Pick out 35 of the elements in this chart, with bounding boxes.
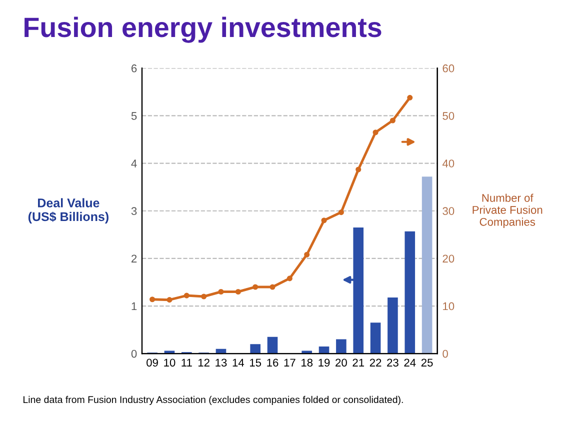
y2-tick-label: 60 bbox=[442, 64, 454, 72]
x-tick-label: 22 bbox=[370, 358, 382, 366]
y-tick-label: 1 bbox=[132, 302, 137, 310]
x-tick-label: 15 bbox=[250, 358, 262, 367]
x-tick-label: 25 bbox=[421, 358, 433, 367]
x-tick-label: 12 bbox=[198, 358, 210, 366]
x-tick-label: 20 bbox=[336, 358, 347, 367]
x-tick-label: 09 bbox=[146, 358, 158, 367]
y-tick-label: 6 bbox=[132, 64, 137, 72]
x-tick-label: 17 bbox=[284, 358, 296, 366]
y2-tick-label: 20 bbox=[442, 254, 454, 263]
x-tick-label: 21 bbox=[352, 358, 364, 366]
y2-tick-label: 50 bbox=[442, 112, 454, 120]
y2-tick-label: 30 bbox=[442, 207, 454, 216]
y-tick-label: 4 bbox=[131, 160, 137, 168]
x-tick-label: 19 bbox=[318, 358, 330, 367]
x-tick-label: 23 bbox=[387, 358, 398, 367]
x-tick-label: 24 bbox=[404, 358, 416, 366]
x-tick-label: 13 bbox=[216, 358, 227, 367]
x-tick-label: 14 bbox=[232, 358, 244, 366]
x-tick-label: 18 bbox=[302, 358, 313, 367]
y-tick-label: 5 bbox=[131, 112, 137, 120]
text: Line data from Fusion Industry Association (excludes companies folded or consolidated). bbox=[24, 396, 403, 405]
y2-tick-label: 10 bbox=[443, 302, 454, 310]
x-tick-label: 16 bbox=[267, 358, 278, 367]
chart-title: Fusion energy investments bbox=[24, 16, 382, 43]
y2-axis-title: Number of Private Fusion Companies bbox=[472, 194, 542, 228]
y-tick-label: 3 bbox=[131, 207, 137, 216]
x-tick-label: 11 bbox=[182, 358, 192, 366]
y-tick-label: 2 bbox=[132, 254, 137, 262]
y2-tick-label: 0 bbox=[442, 350, 448, 358]
y2-tick-label: 40 bbox=[442, 160, 454, 168]
y-tick-label: 0 bbox=[131, 350, 137, 358]
x-tick-label: 10 bbox=[164, 358, 176, 367]
y-axis-title: Deal Value (US$ Billions) bbox=[28, 198, 108, 224]
